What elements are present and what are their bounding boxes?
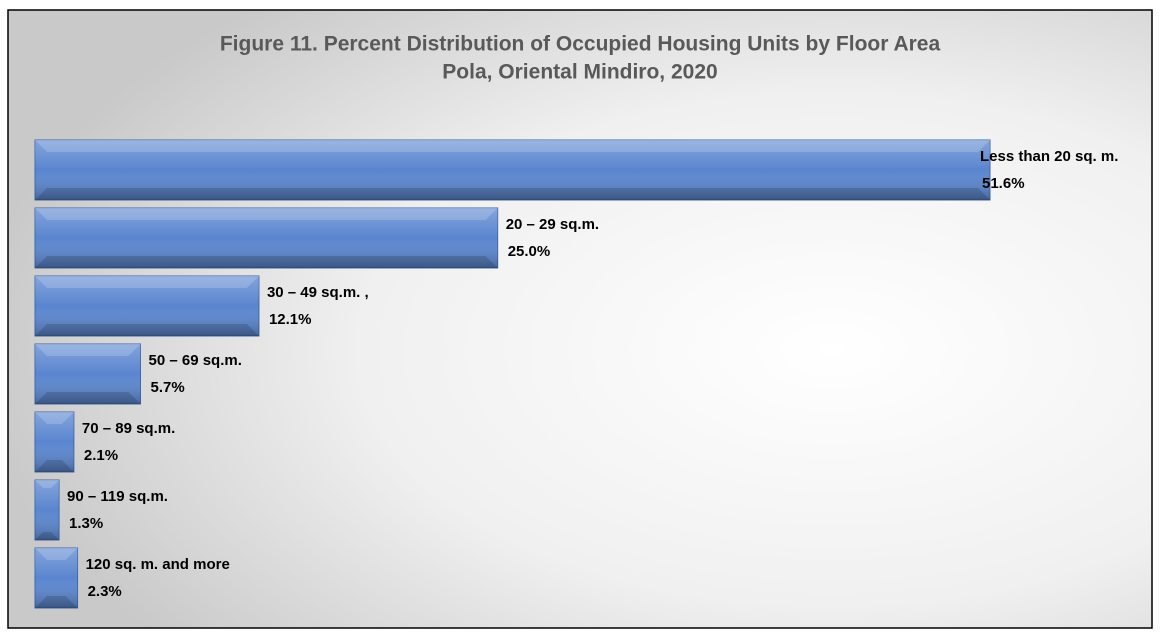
bar-bevel: [35, 188, 990, 200]
bar-bevel: [35, 412, 74, 424]
chart-title: Figure 11. Percent Distribution of Occup…: [220, 33, 941, 56]
bar-bevel: [35, 324, 259, 336]
bar-bevel: [35, 256, 498, 268]
value-label: 51.6%: [982, 175, 1025, 192]
bar-bevel: [35, 531, 60, 540]
category-label: 30 – 49 sq.m. ,: [267, 284, 369, 301]
value-label: 2.1%: [84, 447, 118, 464]
bar-bevel: [35, 276, 259, 288]
chart-subtitle: Pola, Oriental Mindiro, 2020: [442, 61, 717, 84]
category-label: 70 – 89 sq.m.: [82, 420, 175, 437]
value-label: 12.1%: [269, 311, 312, 328]
bar-bevel: [35, 596, 78, 608]
value-label: 25.0%: [508, 243, 551, 260]
bar-bevel: [35, 548, 78, 560]
bar-bevel: [35, 208, 498, 220]
bar: [34, 479, 60, 541]
value-label: 5.7%: [150, 379, 184, 396]
category-label: Less than 20 sq. m.: [980, 148, 1118, 165]
bar-bevel: [35, 140, 990, 152]
category-label: 50 – 69 sq.m.: [148, 352, 241, 369]
value-label: 1.3%: [69, 515, 103, 532]
category-label: 90 – 119 sq.m.: [67, 488, 168, 505]
value-label: 2.3%: [88, 583, 122, 600]
category-label: 120 sq. m. and more: [86, 556, 230, 573]
bar-bevel: [35, 392, 141, 404]
bar-bevel: [35, 344, 141, 356]
category-label: 20 – 29 sq.m.: [506, 216, 599, 233]
bar-bevel: [35, 460, 74, 472]
bar-bevel: [35, 480, 60, 489]
